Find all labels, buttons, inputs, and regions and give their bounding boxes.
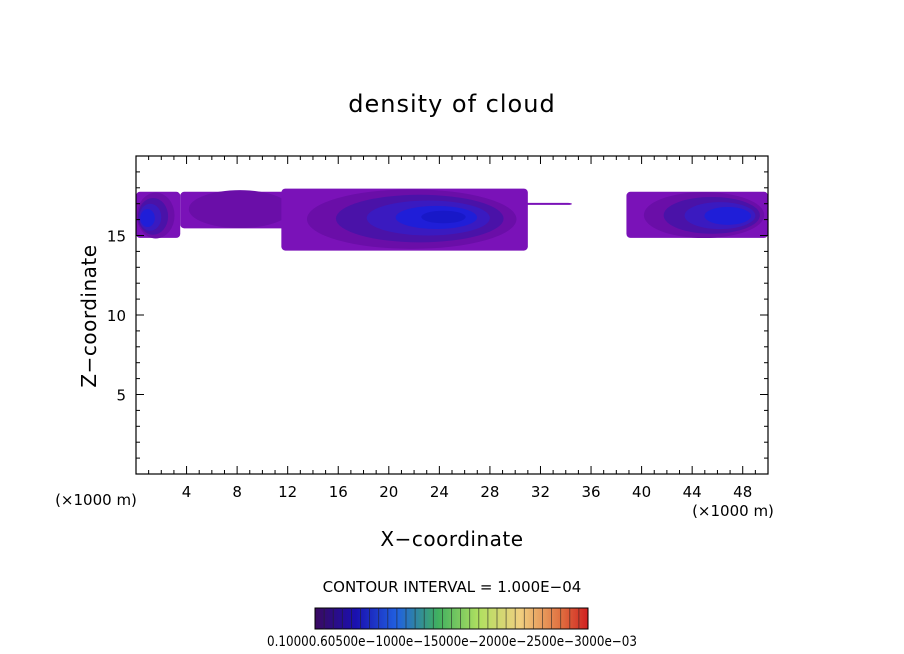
- cloud-field: [136, 188, 768, 251]
- x-tick-label: 40: [632, 483, 651, 501]
- x-tick-label: 36: [581, 483, 600, 501]
- x-tick-label: 28: [480, 483, 499, 501]
- colorbar-ticks: [323, 608, 580, 629]
- x-tick-label: 20: [379, 483, 398, 501]
- cloud-contour: [140, 209, 155, 227]
- cloud-region: [502, 202, 573, 205]
- y-tick-label: 5: [116, 387, 126, 405]
- y-axis-label: Z−coordinate: [77, 244, 101, 387]
- x-tick-label: 16: [329, 483, 348, 501]
- chart-title: density of cloud: [348, 90, 555, 118]
- cloud-contour: [188, 190, 291, 229]
- y-axis: 5 10 15: [107, 171, 768, 459]
- y-tick-label: 15: [107, 228, 126, 246]
- x-axis-label: X−coordinate: [380, 527, 523, 551]
- x-axis: 4 8 12 16 20 24 28 32 36 40 44 48: [148, 156, 756, 501]
- x-tick-label: 44: [683, 483, 702, 501]
- y-tick-label: 10: [107, 307, 126, 325]
- x-tick-label: 32: [531, 483, 550, 501]
- x-tick-label: 12: [278, 483, 297, 501]
- cloud-contour: [421, 210, 466, 224]
- x-unit-left: (×1000 m): [55, 491, 137, 509]
- cloud-contour: [704, 206, 752, 225]
- x-tick-label: 48: [733, 483, 752, 501]
- x-unit-right: (×1000 m): [692, 502, 774, 520]
- x-tick-label: 24: [430, 483, 449, 501]
- contour-interval: CONTOUR INTERVAL = 1.000E−04: [323, 578, 582, 596]
- colorbar-labels: 0.10000.60500e−1000e−15000e−2000e−2500e−…: [267, 634, 637, 650]
- x-tick-label: 4: [182, 483, 192, 501]
- x-tick-label: 8: [232, 483, 242, 501]
